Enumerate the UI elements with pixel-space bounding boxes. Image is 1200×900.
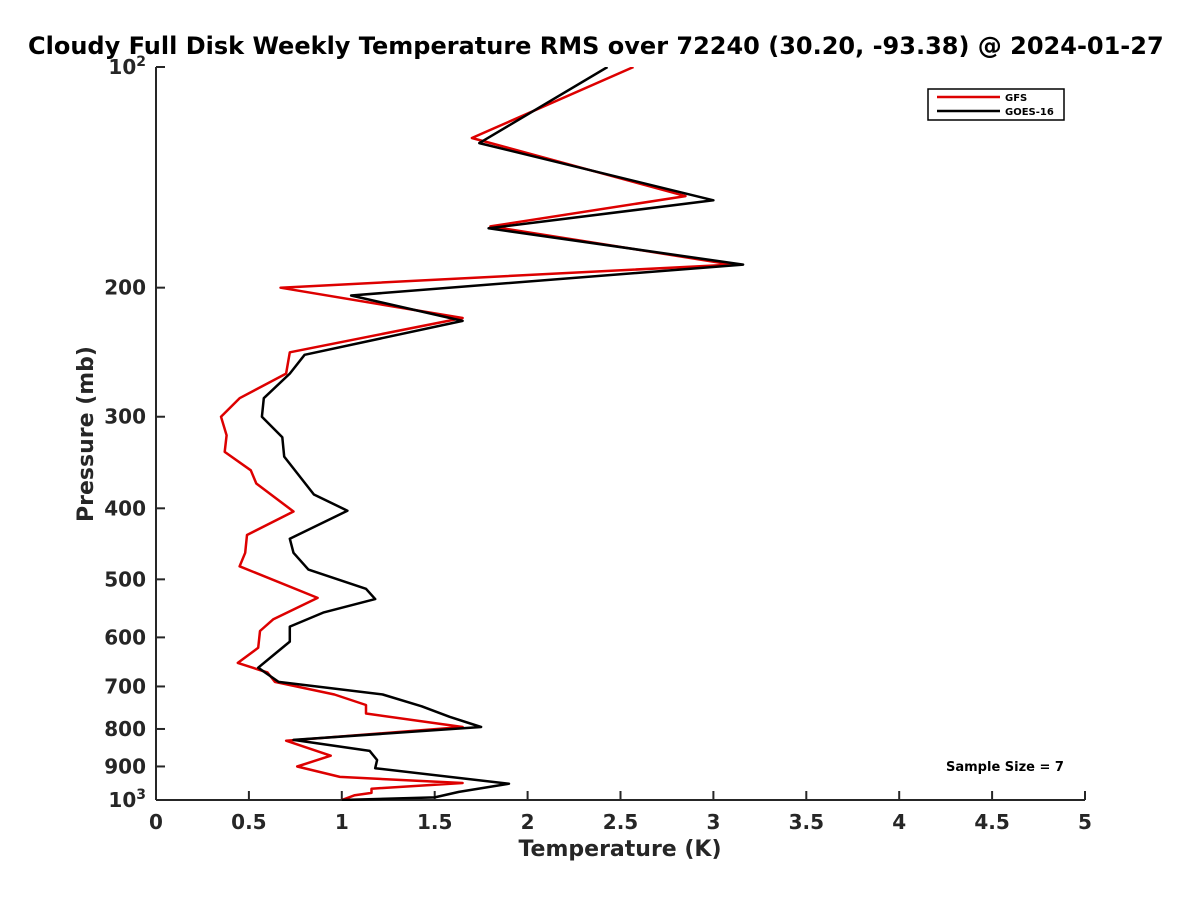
x-tick-label: 4.5 xyxy=(974,810,1009,834)
chart-title: Cloudy Full Disk Weekly Temperature RMS … xyxy=(28,32,1164,60)
x-tick-label: 5 xyxy=(1078,810,1092,834)
x-tick-label: 3 xyxy=(706,810,720,834)
y-tick-label: 102 xyxy=(108,54,146,79)
x-tick-label: 0 xyxy=(149,810,163,834)
series-line-gfs xyxy=(219,67,734,801)
legend-label-gfs: GFS xyxy=(1005,93,1027,104)
y-axis-label: Pressure (mb) xyxy=(74,346,99,522)
legend-box xyxy=(927,88,1065,121)
x-tick-label: 2 xyxy=(521,810,535,834)
x-axis-label: Temperature (K) xyxy=(518,837,721,862)
sample-size-annotation: Sample Size = 7 xyxy=(946,760,1064,775)
x-tick-label: 0.5 xyxy=(231,810,266,834)
y-tick-label: 600 xyxy=(104,625,146,649)
plot-axes: 0 0.5 1 1.5 2 2.5 3 3.5 4 4.5 5 102 200 300 400 500 600 7… xyxy=(104,54,1092,834)
series-line-goes16 xyxy=(256,67,745,801)
x-tick-label: 2.5 xyxy=(603,810,638,834)
series-layer xyxy=(219,67,745,801)
x-tick-label: 1 xyxy=(335,810,349,834)
y-tick-label: 400 xyxy=(104,496,146,520)
legend-label-goes16: GOES-16 xyxy=(1005,107,1054,118)
y-tick-label: 900 xyxy=(104,754,146,778)
y-tick-label: 200 xyxy=(104,276,146,300)
y-tick-label: 700 xyxy=(104,674,146,698)
y-tick-label: 300 xyxy=(104,405,146,429)
x-tick-label: 3.5 xyxy=(789,810,824,834)
x-tick-label: 1.5 xyxy=(417,810,452,834)
x-tick-label: 4 xyxy=(892,810,906,834)
y-tick-label: 103 xyxy=(108,787,146,812)
y-tick-label: 500 xyxy=(104,567,146,591)
legend: GFS GOES-16 xyxy=(927,88,1065,121)
y-tick-label: 800 xyxy=(104,717,146,741)
